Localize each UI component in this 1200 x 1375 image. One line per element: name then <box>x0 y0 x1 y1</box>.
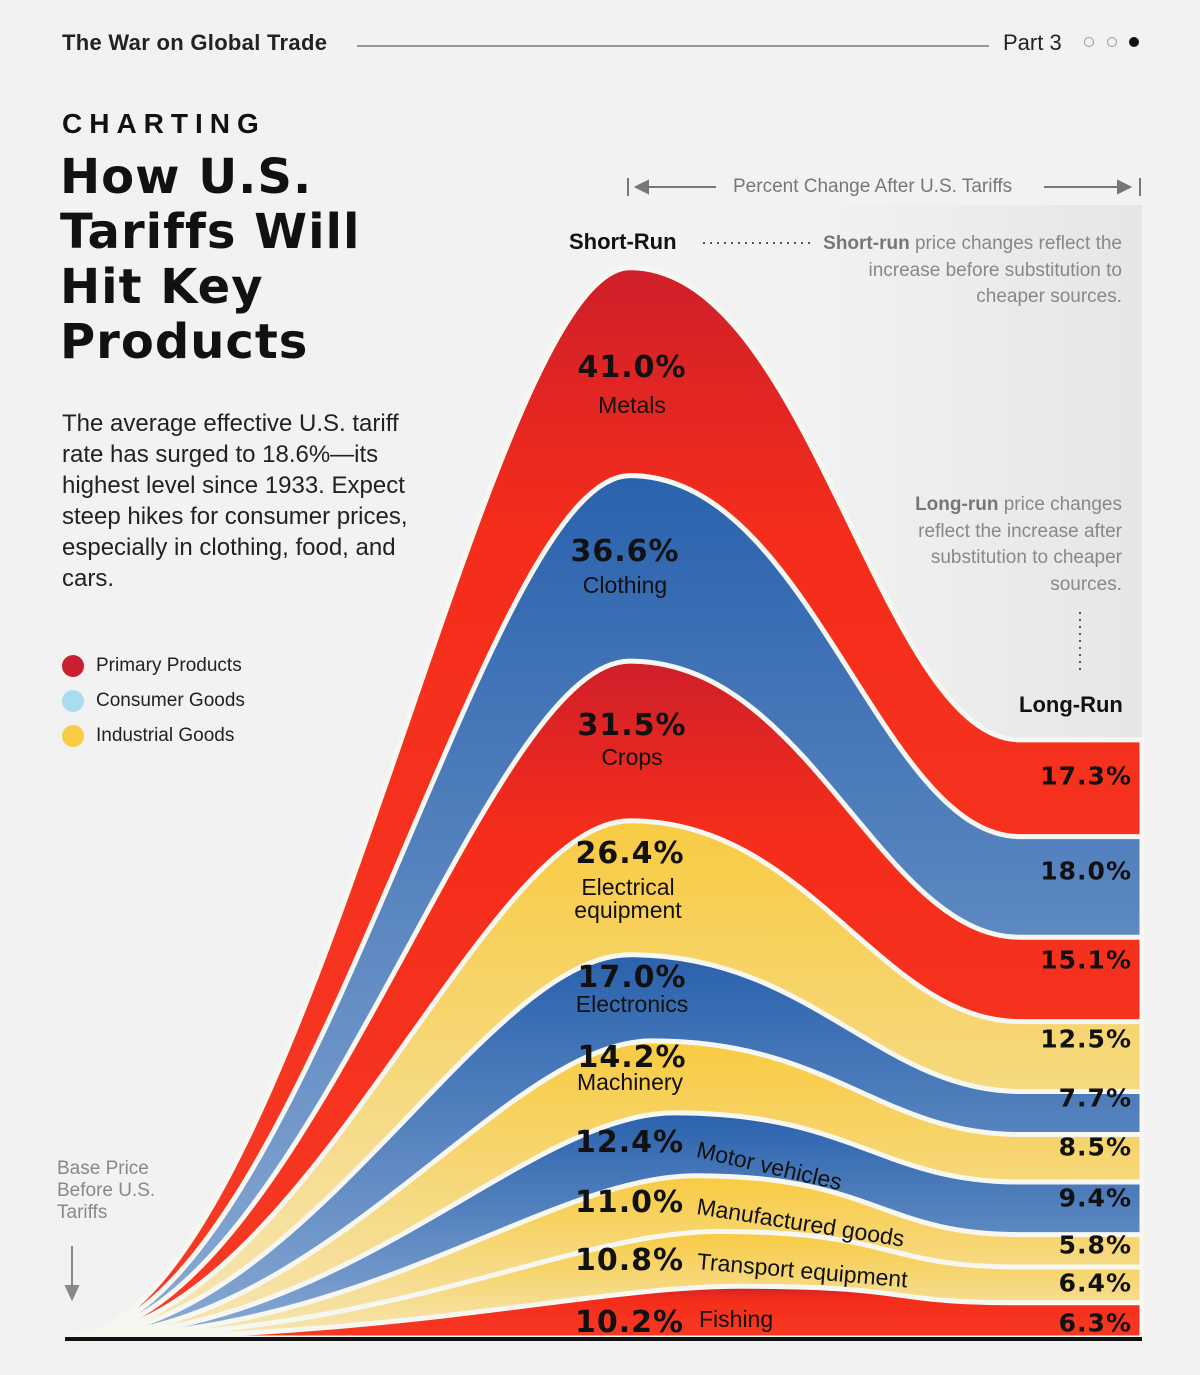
axis-arrow <box>627 178 1141 196</box>
axis-label: Percent Change After U.S. Tariffs <box>733 176 1013 197</box>
baseline <box>65 1337 1142 1341</box>
short-run-value: 14.2% <box>577 1040 687 1075</box>
product-name: Metals <box>598 392 666 418</box>
legend-consumer: Consumer Goods <box>62 690 245 712</box>
header-divider <box>357 45 989 47</box>
product-name: Electrical equipment <box>574 874 682 923</box>
bands <box>64 265 1145 1341</box>
long-run-value: 7.7% <box>1058 1083 1132 1113</box>
legend-label: Industrial Goods <box>96 725 235 746</box>
long-run-value: 12.5% <box>1040 1024 1132 1054</box>
legend-label: Consumer Goods <box>96 690 245 711</box>
page-title: How U.S. Tariffs Will Hit Key Products <box>60 149 361 370</box>
product-name: Electronics <box>575 991 689 1017</box>
short-run-value: 41.0% <box>577 350 687 385</box>
long-run-value: 15.1% <box>1040 945 1132 975</box>
short-run-value: 36.6% <box>570 534 680 569</box>
long-run-value: 6.4% <box>1058 1268 1132 1298</box>
short-run-value: 31.5% <box>577 708 687 743</box>
product-name: Crops <box>601 744 663 770</box>
long-run-value: 5.8% <box>1058 1230 1132 1260</box>
down-arrow-icon <box>64 1246 80 1302</box>
short-run-label: Short-Run <box>569 229 677 254</box>
part-dot-2[interactable] <box>1107 37 1117 47</box>
kicker: CHARTING <box>62 108 266 139</box>
note-bold: Long-run <box>915 494 999 515</box>
product-name: Fishing <box>699 1306 774 1332</box>
band-fishing <box>64 1283 1145 1341</box>
base-price-label: Base Price Before U.S. Tariffs <box>57 1158 156 1223</box>
legend-industrial: Industrial Goods <box>62 725 234 747</box>
part-label: Part 3 <box>1003 30 1062 55</box>
short-run-note: Short-run price changes reflect the incr… <box>810 231 1122 311</box>
series-title: The War on Global Trade <box>62 30 328 55</box>
product-name: Machinery <box>576 1069 684 1095</box>
note-text: price changes reflect the increase after… <box>918 494 1122 595</box>
long-run-value: 17.3% <box>1040 761 1132 791</box>
short-run-value: 10.8% <box>575 1243 685 1278</box>
part-dot-3-active[interactable] <box>1129 37 1139 47</box>
note-bold: Short-run <box>823 233 910 254</box>
long-run-value: 8.5% <box>1058 1132 1132 1162</box>
legend-swatch <box>62 655 84 677</box>
short-run-value: 26.4% <box>575 836 685 871</box>
short-run-value: 11.0% <box>575 1185 685 1220</box>
long-run-label: Long-Run <box>1019 692 1123 717</box>
short-run-value: 10.2% <box>575 1305 685 1340</box>
legend-label: Primary Products <box>96 655 242 676</box>
long-run-value: 18.0% <box>1040 856 1132 886</box>
part-dot-1[interactable] <box>1084 37 1094 47</box>
description: The average effective U.S. tariff rate h… <box>62 410 408 592</box>
legend-swatch <box>62 690 84 712</box>
long-run-value: 9.4% <box>1058 1183 1132 1213</box>
product-name: Clothing <box>582 572 668 598</box>
short-run-value: 17.0% <box>577 960 687 995</box>
long-run-note: Long-run price changes reflect the incre… <box>892 492 1122 598</box>
long-run-value: 6.3% <box>1058 1308 1132 1338</box>
legend-primary: Primary Products <box>62 655 242 677</box>
legend-swatch <box>62 725 84 747</box>
short-run-value: 12.4% <box>575 1125 685 1160</box>
note-text: price changes reflect the increase befor… <box>868 233 1123 307</box>
